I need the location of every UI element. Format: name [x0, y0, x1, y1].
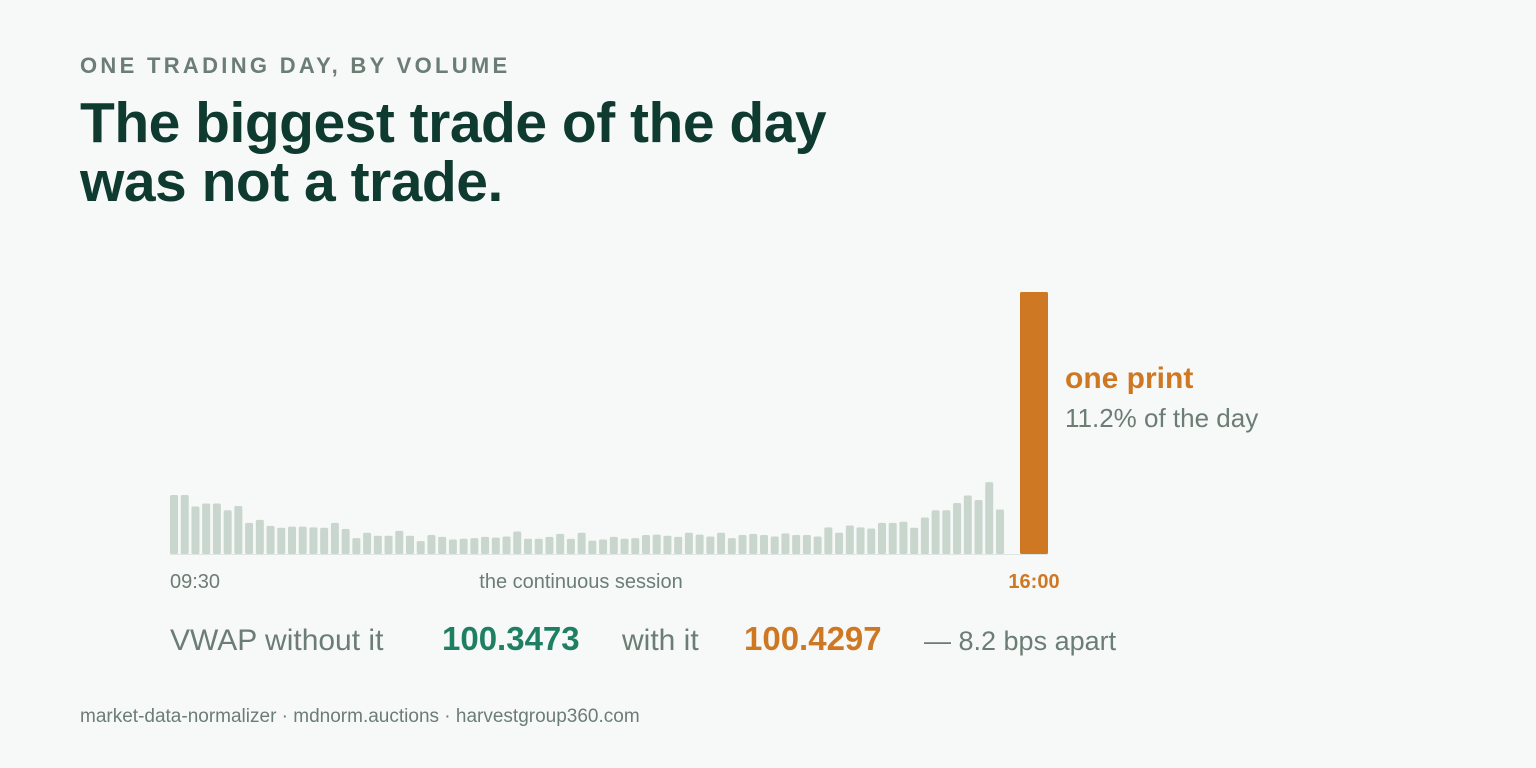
bar — [985, 482, 994, 554]
bar — [577, 532, 586, 554]
bar — [523, 538, 532, 554]
bar — [770, 536, 779, 554]
bar — [920, 517, 929, 554]
stat-value: 100.3473 — [442, 620, 580, 657]
bar — [738, 535, 747, 554]
bar — [416, 541, 425, 554]
footer: market-data-normalizer · mdnorm.auctions… — [80, 706, 640, 727]
bar — [223, 510, 232, 554]
bar — [491, 537, 500, 554]
bar — [180, 495, 189, 554]
bar — [995, 509, 1004, 554]
bar — [599, 539, 608, 554]
bar — [438, 536, 447, 554]
bar — [459, 538, 468, 554]
chart-title: was not a trade. — [79, 150, 503, 214]
bar — [330, 522, 339, 554]
stat-label: with it — [621, 624, 699, 657]
x-caption: the continuous session — [479, 571, 682, 593]
bar — [191, 506, 200, 554]
bar — [534, 538, 543, 554]
bar — [448, 539, 457, 554]
bar — [942, 510, 951, 554]
bar — [556, 533, 565, 554]
bar — [695, 534, 704, 554]
bar — [545, 536, 554, 554]
bar — [620, 538, 629, 554]
bar — [266, 525, 275, 554]
x-tick-label: 09:30 — [170, 571, 220, 593]
bar — [255, 519, 264, 554]
bar — [631, 538, 640, 554]
bar — [641, 535, 650, 554]
bar — [202, 503, 211, 554]
stat-note: — 8.2 bps apart — [924, 626, 1117, 656]
bar — [759, 535, 768, 554]
bar — [877, 522, 886, 554]
bar — [298, 526, 307, 554]
bar — [481, 536, 490, 554]
bar — [384, 535, 393, 554]
bar — [652, 534, 661, 554]
bar — [234, 506, 243, 554]
bar — [931, 510, 940, 554]
bar — [824, 527, 833, 554]
bar — [566, 538, 575, 554]
stat-value: 100.4297 — [744, 620, 882, 657]
bar — [427, 535, 436, 554]
bar — [245, 522, 254, 554]
bar — [963, 495, 972, 554]
bar — [513, 531, 522, 554]
bar — [395, 530, 404, 554]
bar — [792, 535, 801, 554]
bar — [845, 525, 854, 554]
bar — [706, 536, 715, 554]
bar — [717, 532, 726, 554]
bar — [910, 527, 919, 554]
chart-title: The biggest trade of the day — [80, 91, 827, 155]
stat-label: VWAP without it — [170, 624, 384, 657]
bar — [609, 536, 618, 554]
bar — [974, 499, 983, 554]
annotation-text: 11.2% of the day — [1065, 403, 1258, 433]
bar — [749, 533, 758, 554]
bar — [727, 538, 736, 554]
bar — [953, 503, 962, 554]
bar — [674, 536, 683, 554]
bar — [502, 536, 511, 554]
eyebrow: ONE TRADING DAY, BY VOLUME — [80, 53, 511, 78]
bar — [888, 522, 897, 554]
x-tick-label-close: 16:00 — [1008, 571, 1059, 593]
bar — [341, 528, 350, 554]
bar — [405, 535, 414, 554]
bar — [287, 526, 296, 554]
bar — [663, 535, 672, 554]
bar — [170, 495, 178, 554]
bar — [363, 532, 372, 554]
bar — [212, 503, 221, 554]
annotation-title: one print — [1065, 362, 1193, 395]
highlight-bar — [1020, 292, 1048, 554]
bar — [470, 538, 479, 554]
bar — [309, 527, 318, 554]
bar — [320, 527, 329, 554]
bar — [899, 521, 908, 554]
bar — [835, 532, 844, 554]
bar — [856, 527, 865, 554]
bar — [867, 528, 876, 554]
bar — [588, 540, 597, 554]
bar — [373, 535, 382, 554]
bar — [781, 533, 790, 554]
bar — [277, 527, 286, 554]
bar — [802, 535, 811, 554]
bar — [813, 536, 822, 554]
bar — [352, 538, 361, 554]
bar — [684, 532, 693, 554]
